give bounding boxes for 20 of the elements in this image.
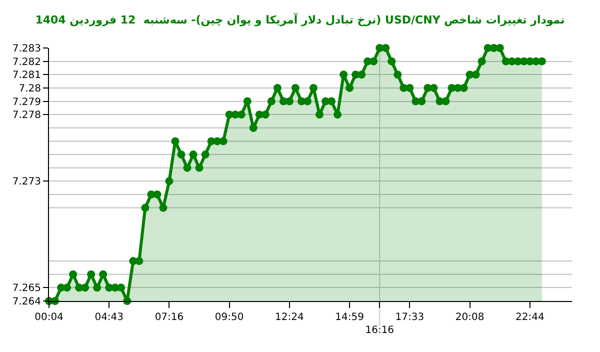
- y-tick-label: 7.283: [12, 44, 41, 54]
- x-tick-label: 12:24: [275, 312, 304, 323]
- y-tick-label: 7.279: [12, 96, 41, 108]
- x-tick-label: 00:04: [34, 312, 64, 323]
- x-tick-label: 22:44: [516, 312, 544, 323]
- chart-title: نمودار تغییرات شاخص USD/CNY (نرخ تبادل دلار آمریکا و یوان چین)- سه‌شنبه 12 فروردین 1404: [35, 12, 565, 27]
- x-tick-label: 07:16: [154, 312, 184, 323]
- x-tick-label: 09:50: [214, 312, 244, 323]
- y-tick-label: 7.28: [18, 83, 41, 94]
- y-tick-label: 7.282: [12, 56, 41, 68]
- x-tick-label: 04:43: [94, 312, 124, 323]
- x-tick-label: 20:08: [455, 312, 484, 323]
- y-tick-label: 7.265: [12, 283, 41, 294]
- x-tick-label: 16:16: [365, 325, 394, 336]
- y-tick-label: 7.273: [12, 176, 41, 188]
- x-tick-label: 14:59: [335, 312, 364, 323]
- x-tick-label: 17:33: [395, 312, 424, 323]
- y-tick-label: 7.278: [12, 110, 41, 122]
- y-tick-label: 7.281: [12, 70, 41, 82]
- y-tick-label: 7.264: [12, 296, 41, 308]
